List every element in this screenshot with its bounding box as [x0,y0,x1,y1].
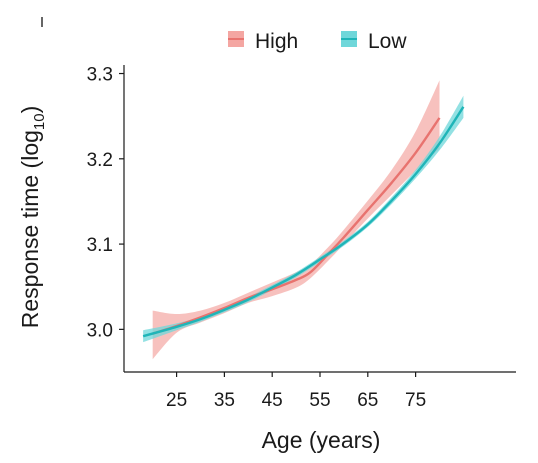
y-axis-title-main: Response time (log [17,130,43,328]
legend-item-high: High [228,30,298,53]
legend-label-low: Low [368,30,407,53]
x-tick-label: 55 [309,390,330,411]
x-tick-label: 45 [262,390,283,411]
y-tick-label: 3.1 [87,235,113,256]
y-axis-title: Response time (log10) [17,106,48,329]
ticks: 3.0 3.1 3.2 3.3 25 35 45 55 65 75 [87,65,427,411]
y-tick-label: 3.3 [87,65,113,86]
y-tick-label: 3.2 [87,150,113,171]
x-axis-title: Age (years) [262,427,381,453]
x-tick-label: 25 [166,390,187,411]
y-axis-title-close: ) [17,106,43,114]
series-line-high [152,117,441,335]
series-line-low [142,106,465,338]
y-axis-title-subscript: 10 [31,113,48,130]
x-tick-label: 35 [214,390,235,411]
legend: High Low [228,30,407,53]
legend-label-high: High [255,30,298,53]
confidence-band-high [152,80,440,360]
x-tick-label: 75 [405,390,426,411]
legend-item-low: Low [341,30,407,53]
plot-area [142,80,465,360]
y-tick-label: 3.0 [87,320,113,341]
x-tick-label: 65 [357,390,378,411]
